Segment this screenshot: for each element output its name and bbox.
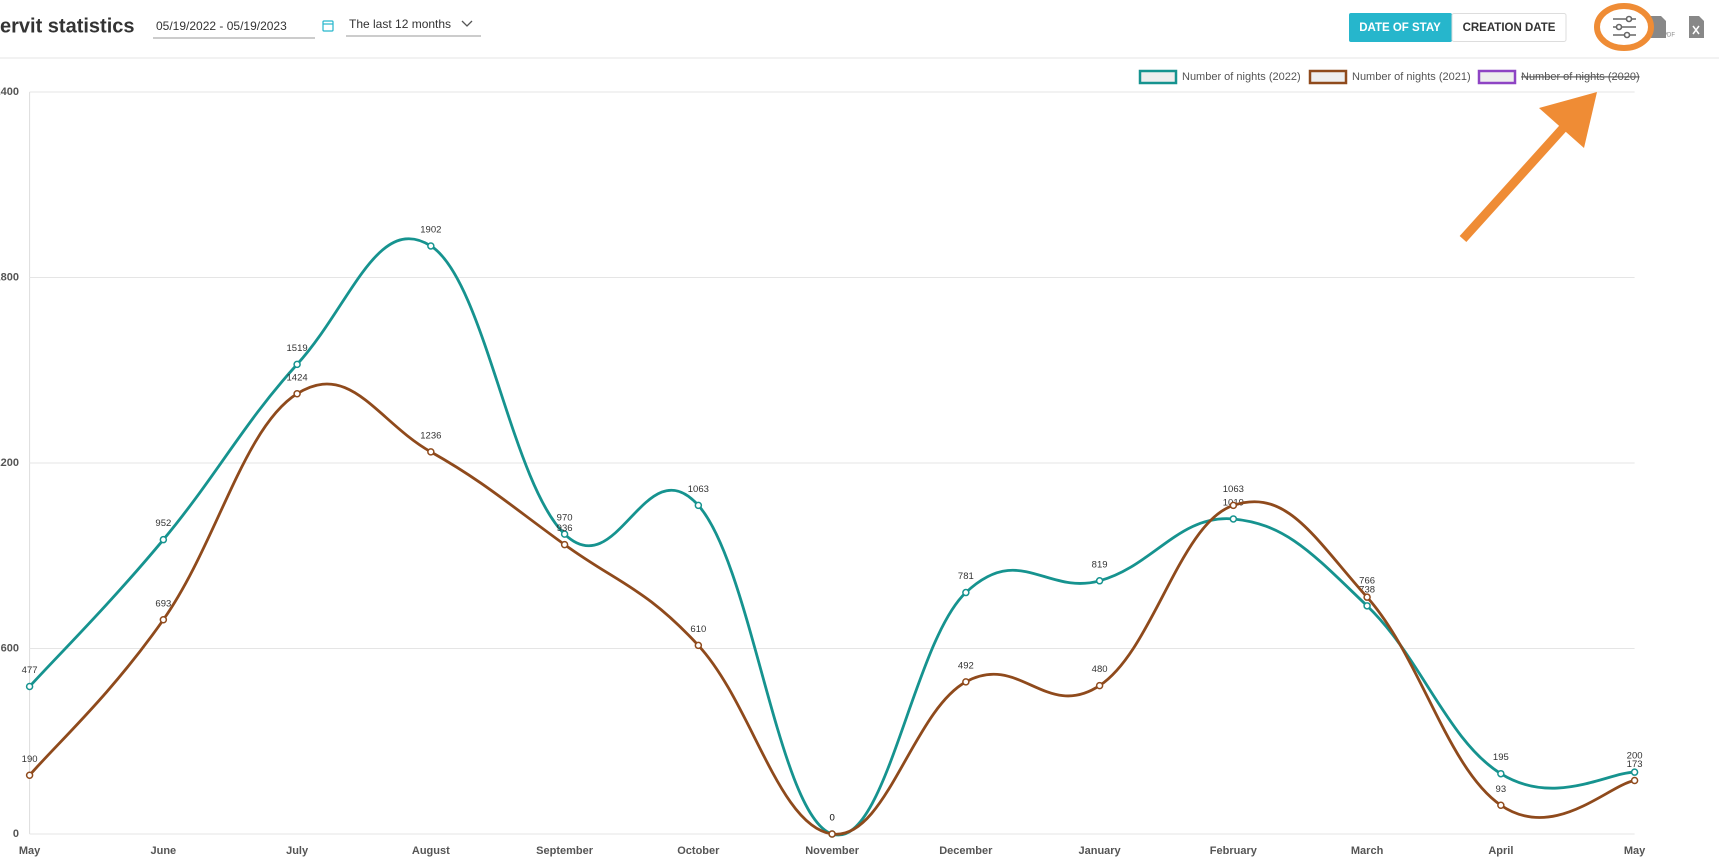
data-label: 93: [1496, 784, 1507, 795]
calendar-icon[interactable]: [322, 20, 334, 32]
x-tick-label: March: [1351, 845, 1384, 857]
legend-swatch: [1308, 69, 1348, 85]
x-tick-label: August: [412, 845, 450, 857]
data-label: 0: [829, 813, 834, 824]
data-label: 970: [557, 513, 573, 524]
x-tick-label: April: [1488, 845, 1513, 857]
data-point: [1095, 681, 1104, 690]
data-label: 819: [1092, 559, 1108, 570]
excel-icon[interactable]: [1689, 16, 1704, 38]
select-chevron: [461, 20, 473, 27]
data-point: [1630, 768, 1639, 776]
button-label[interactable]: DATE OF STAY: [1359, 22, 1441, 34]
data-label: 1063: [1223, 484, 1244, 495]
pdf-icon[interactable]: PDF: [1651, 16, 1675, 39]
x-tick-label: May: [1624, 845, 1646, 857]
x-tick-label: February: [1210, 845, 1258, 857]
legend-swatch: [1477, 69, 1517, 85]
page-title: ervit statistics: [0, 15, 135, 37]
y-tick-label: 1200: [0, 457, 19, 469]
y-tick-label: 1800: [0, 271, 19, 283]
data-label: 492: [958, 660, 974, 671]
data-label: 952: [155, 518, 171, 529]
data-point: [1363, 602, 1371, 610]
data-label: 477: [22, 665, 38, 676]
data-label: 200: [1627, 751, 1643, 762]
x-tick-label: July: [286, 845, 309, 857]
x-tick-label: September: [536, 845, 594, 857]
data-label: 1236: [420, 430, 441, 441]
data-point: [560, 530, 569, 538]
x-tick-label: November: [805, 845, 860, 857]
date-of-stay-button[interactable]: [1349, 13, 1452, 42]
data-point: [1363, 593, 1371, 601]
series-line: [28, 382, 1635, 836]
data-label: 693: [155, 598, 171, 609]
data-point: [962, 588, 970, 597]
x-tick-label: December: [939, 845, 993, 857]
data-label: 173: [1627, 759, 1643, 770]
data-point: [1229, 501, 1238, 510]
y-tick-label: 0: [13, 828, 19, 840]
chart: 0 600 1200 1800 2400 May June July August Septemb…: [0, 69, 1646, 857]
data-point: [962, 678, 970, 686]
data-label: 766: [1359, 576, 1375, 587]
x-tick-label: June: [151, 845, 177, 857]
legend-swatch: [1138, 69, 1178, 85]
data-label: 1519: [287, 343, 308, 354]
button-label[interactable]: CREATION DATE: [1463, 22, 1556, 34]
period-select[interactable]: The last 12 months: [349, 17, 451, 31]
data-label: 1902: [420, 224, 441, 235]
data-label: 610: [690, 624, 706, 635]
y-tick-label: 2400: [0, 86, 19, 98]
data-label: 480: [1092, 664, 1108, 675]
legend-label: Number of nights (2022): [1182, 71, 1301, 83]
data-point: [1630, 776, 1639, 785]
x-tick-label: January: [1078, 845, 1121, 857]
data-label: 1063: [688, 484, 709, 495]
data-point: [1497, 801, 1505, 809]
data-point: [25, 682, 34, 691]
y-tick-label: 600: [1, 642, 19, 654]
data-label: 190: [22, 754, 38, 765]
series-line: [28, 237, 1635, 837]
data-point: [1095, 577, 1104, 585]
creation-date-button[interactable]: [1451, 13, 1567, 42]
data-point: [1497, 769, 1505, 778]
data-point: [159, 535, 168, 544]
annotation: [1459, 3, 1654, 243]
data-label: 195: [1493, 752, 1509, 763]
data-point: [25, 771, 34, 780]
data-point: [1229, 515, 1238, 523]
date-range-input[interactable]: 05/19/2022 - 05/19/2023: [156, 19, 287, 33]
x-tick-label: May: [19, 845, 41, 857]
data-point: [293, 360, 301, 369]
legend-label: Number of nights (2020): [1521, 71, 1640, 83]
data-point: [560, 540, 569, 549]
data-point: [427, 242, 435, 250]
legend-label: Number of nights (2021): [1352, 71, 1471, 83]
data-point: [694, 641, 703, 650]
data-point: [427, 448, 435, 456]
data-label: 936: [557, 523, 573, 534]
data-point: [694, 501, 703, 510]
data-point: [293, 389, 301, 398]
data-label: 781: [958, 571, 974, 582]
filter-icon[interactable]: [1613, 15, 1636, 39]
x-tick-label: October: [677, 845, 720, 857]
data-label: 0: [829, 813, 834, 824]
data-label: 738: [1359, 584, 1375, 595]
pdf-label: PDF: [1663, 33, 1675, 39]
data-label: 1424: [287, 372, 308, 383]
data-point: [159, 615, 168, 624]
data-point: [828, 830, 836, 838]
